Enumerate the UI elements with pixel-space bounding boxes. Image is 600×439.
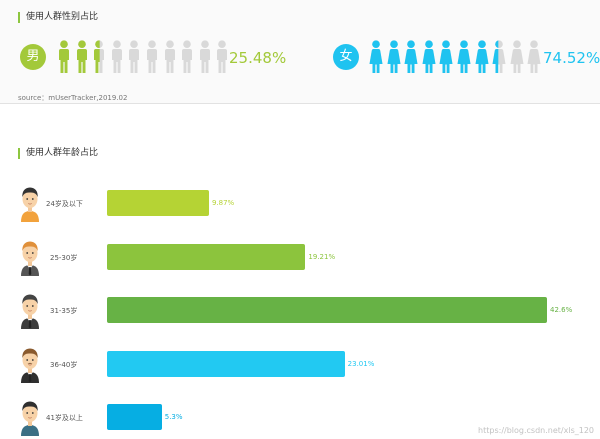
female-person-icon [457,40,471,73]
age-bar [107,404,162,430]
age-category-label: 41岁及以上 [46,414,83,422]
age-bar-value-label: 19.21% [308,252,336,261]
age-avatar-icon [21,241,39,276]
age-avatar-icon [21,294,39,329]
female-person-icon [422,40,436,73]
source-note: source：mUserTracker,2019.02 [18,94,128,102]
male-person-icon [59,40,69,73]
female-person-icon [387,40,401,73]
age-category-label: 31-35岁 [50,307,78,315]
age-avatar-icon [21,401,39,436]
male-percent: 25.48% [229,49,287,67]
male-person-icon [129,40,140,73]
age-bar [107,297,547,323]
gender-section-title: 使用人群性别占比 [18,12,98,23]
age-section-title: 使用人群年龄占比 [18,148,98,159]
section-divider [0,103,600,104]
female-person-icon [439,40,453,73]
female-person-icon [510,40,524,73]
male-person-icon [76,40,87,73]
age-bar-value-label: 5.3% [164,413,183,421]
age-bar [107,190,209,216]
female-person-icon [404,40,418,73]
female-person-icon [527,40,541,73]
age-category-label: 24岁及以下 [46,200,83,208]
male-person-icon [164,40,175,73]
female-person-icon [475,40,489,73]
age-avatar-icon [21,187,39,222]
male-person-icon [217,40,228,73]
age-bar [107,350,345,377]
female-person-icon [492,40,506,73]
age-bar-value-label: 9.87% [211,199,235,207]
female-person-icon [369,40,383,73]
age-bar-value-label: 23.01% [347,359,375,368]
male-person-icon [147,40,157,73]
age-category-label: 25-30岁 [50,253,78,262]
female-badge: 女 [333,44,359,70]
male-person-icon [111,40,122,73]
age-bar [107,243,306,270]
male-person-icon [182,40,193,73]
age-avatar-icon [21,348,39,383]
age-bar-value-label: 42.6% [550,306,573,314]
male-person-icon [94,40,105,73]
male-person-icon [199,40,210,73]
male-badge: 男 [20,44,46,70]
female-percent: 74.52% [543,49,600,67]
watermark: https://blog.csdn.net/xls_120 [478,426,594,435]
age-category-label: 36-40岁 [50,360,78,369]
